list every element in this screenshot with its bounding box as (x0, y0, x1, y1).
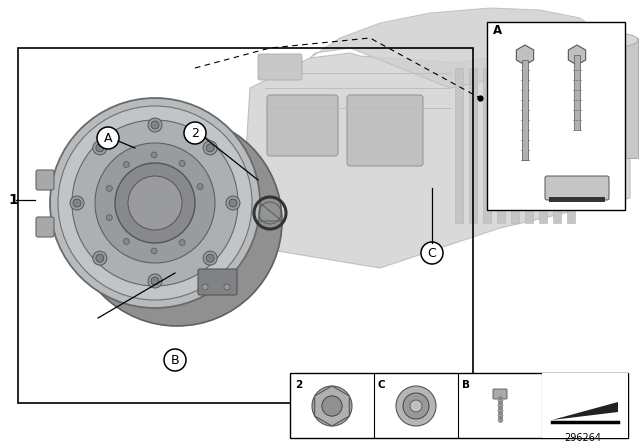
Circle shape (224, 284, 230, 290)
Circle shape (151, 277, 159, 285)
Circle shape (72, 116, 282, 326)
Polygon shape (245, 48, 630, 268)
Circle shape (96, 144, 104, 152)
Circle shape (226, 196, 240, 210)
Polygon shape (310, 8, 630, 98)
Bar (525, 68, 533, 223)
FancyBboxPatch shape (267, 95, 338, 156)
Bar (483, 68, 491, 223)
Circle shape (203, 251, 217, 265)
Circle shape (151, 152, 157, 158)
Text: B: B (171, 353, 179, 366)
FancyBboxPatch shape (347, 95, 423, 166)
Circle shape (58, 106, 252, 300)
Circle shape (202, 284, 208, 290)
Circle shape (322, 396, 342, 416)
Text: B: B (462, 380, 470, 390)
FancyBboxPatch shape (198, 269, 237, 295)
Circle shape (203, 141, 217, 155)
Bar (469, 68, 477, 223)
Circle shape (229, 199, 237, 207)
Text: 2: 2 (295, 380, 302, 390)
Circle shape (184, 122, 206, 144)
Circle shape (151, 248, 157, 254)
Bar (18, 48, 473, 403)
Bar (497, 68, 505, 223)
Circle shape (312, 386, 352, 426)
Bar (511, 68, 519, 223)
Circle shape (97, 127, 119, 149)
Circle shape (115, 163, 195, 243)
FancyBboxPatch shape (36, 217, 54, 237)
Circle shape (70, 196, 84, 210)
Circle shape (179, 160, 185, 166)
Bar (539, 68, 547, 223)
Circle shape (396, 386, 436, 426)
Circle shape (403, 393, 429, 419)
Text: A: A (493, 23, 502, 36)
Circle shape (93, 141, 107, 155)
Bar (590, 38, 638, 158)
Bar (549, 197, 605, 202)
Circle shape (96, 254, 104, 262)
FancyBboxPatch shape (36, 170, 54, 190)
Bar (455, 68, 463, 223)
Circle shape (72, 120, 238, 286)
Circle shape (95, 143, 215, 263)
Bar (567, 68, 575, 223)
FancyBboxPatch shape (493, 389, 507, 399)
Circle shape (197, 184, 203, 190)
Bar (553, 68, 561, 223)
Circle shape (93, 251, 107, 265)
Circle shape (73, 199, 81, 207)
Circle shape (164, 349, 186, 371)
Circle shape (410, 400, 422, 412)
Bar (487, 22, 625, 210)
FancyBboxPatch shape (258, 54, 302, 80)
Bar (522, 60, 528, 160)
Circle shape (421, 242, 443, 264)
Circle shape (50, 98, 260, 308)
Bar (290, 373, 628, 438)
Circle shape (179, 240, 185, 246)
Circle shape (148, 274, 162, 288)
Circle shape (322, 396, 342, 416)
Circle shape (206, 144, 214, 152)
Text: 2: 2 (191, 126, 199, 139)
Circle shape (106, 215, 112, 221)
Bar (542, 373, 628, 438)
Text: 296264: 296264 (564, 433, 602, 443)
Circle shape (106, 185, 112, 191)
Circle shape (124, 238, 129, 245)
Ellipse shape (590, 33, 638, 47)
Circle shape (124, 161, 129, 168)
Text: C: C (378, 380, 386, 390)
Bar (574, 55, 580, 130)
Text: A: A (104, 132, 112, 145)
Circle shape (151, 121, 159, 129)
Circle shape (206, 254, 214, 262)
Text: C: C (428, 246, 436, 259)
Polygon shape (50, 203, 282, 221)
Circle shape (128, 176, 182, 230)
FancyBboxPatch shape (545, 176, 609, 200)
Text: 1: 1 (8, 193, 18, 207)
Circle shape (148, 118, 162, 132)
Polygon shape (552, 402, 618, 420)
